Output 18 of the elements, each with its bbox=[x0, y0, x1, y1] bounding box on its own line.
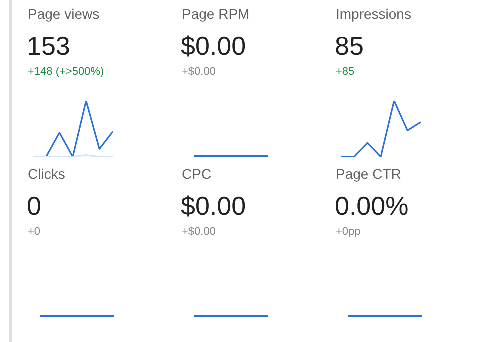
text: +$0.00 bbox=[182, 66, 216, 78]
text: +148 (+>500%) bbox=[28, 66, 104, 78]
text: $0.00 bbox=[181, 31, 246, 62]
chart-subtitle: 85 bbox=[335, 31, 364, 62]
chart-title: Impressions bbox=[336, 6, 412, 22]
text: $0.00 bbox=[181, 191, 246, 222]
text: CPC bbox=[182, 166, 212, 182]
text: Clicks bbox=[28, 166, 66, 182]
text: 0 bbox=[27, 191, 42, 222]
text: +$0.00 bbox=[182, 226, 216, 238]
text: 0.00% bbox=[335, 191, 409, 222]
text: +0 bbox=[28, 226, 41, 238]
text: Page CTR bbox=[336, 166, 402, 182]
text: +0pp bbox=[336, 226, 361, 238]
chart-subtitle: 153 bbox=[27, 31, 70, 62]
text: Page RPM bbox=[182, 6, 250, 22]
text: +85 bbox=[336, 66, 355, 78]
chart-title: Page views bbox=[28, 6, 100, 22]
